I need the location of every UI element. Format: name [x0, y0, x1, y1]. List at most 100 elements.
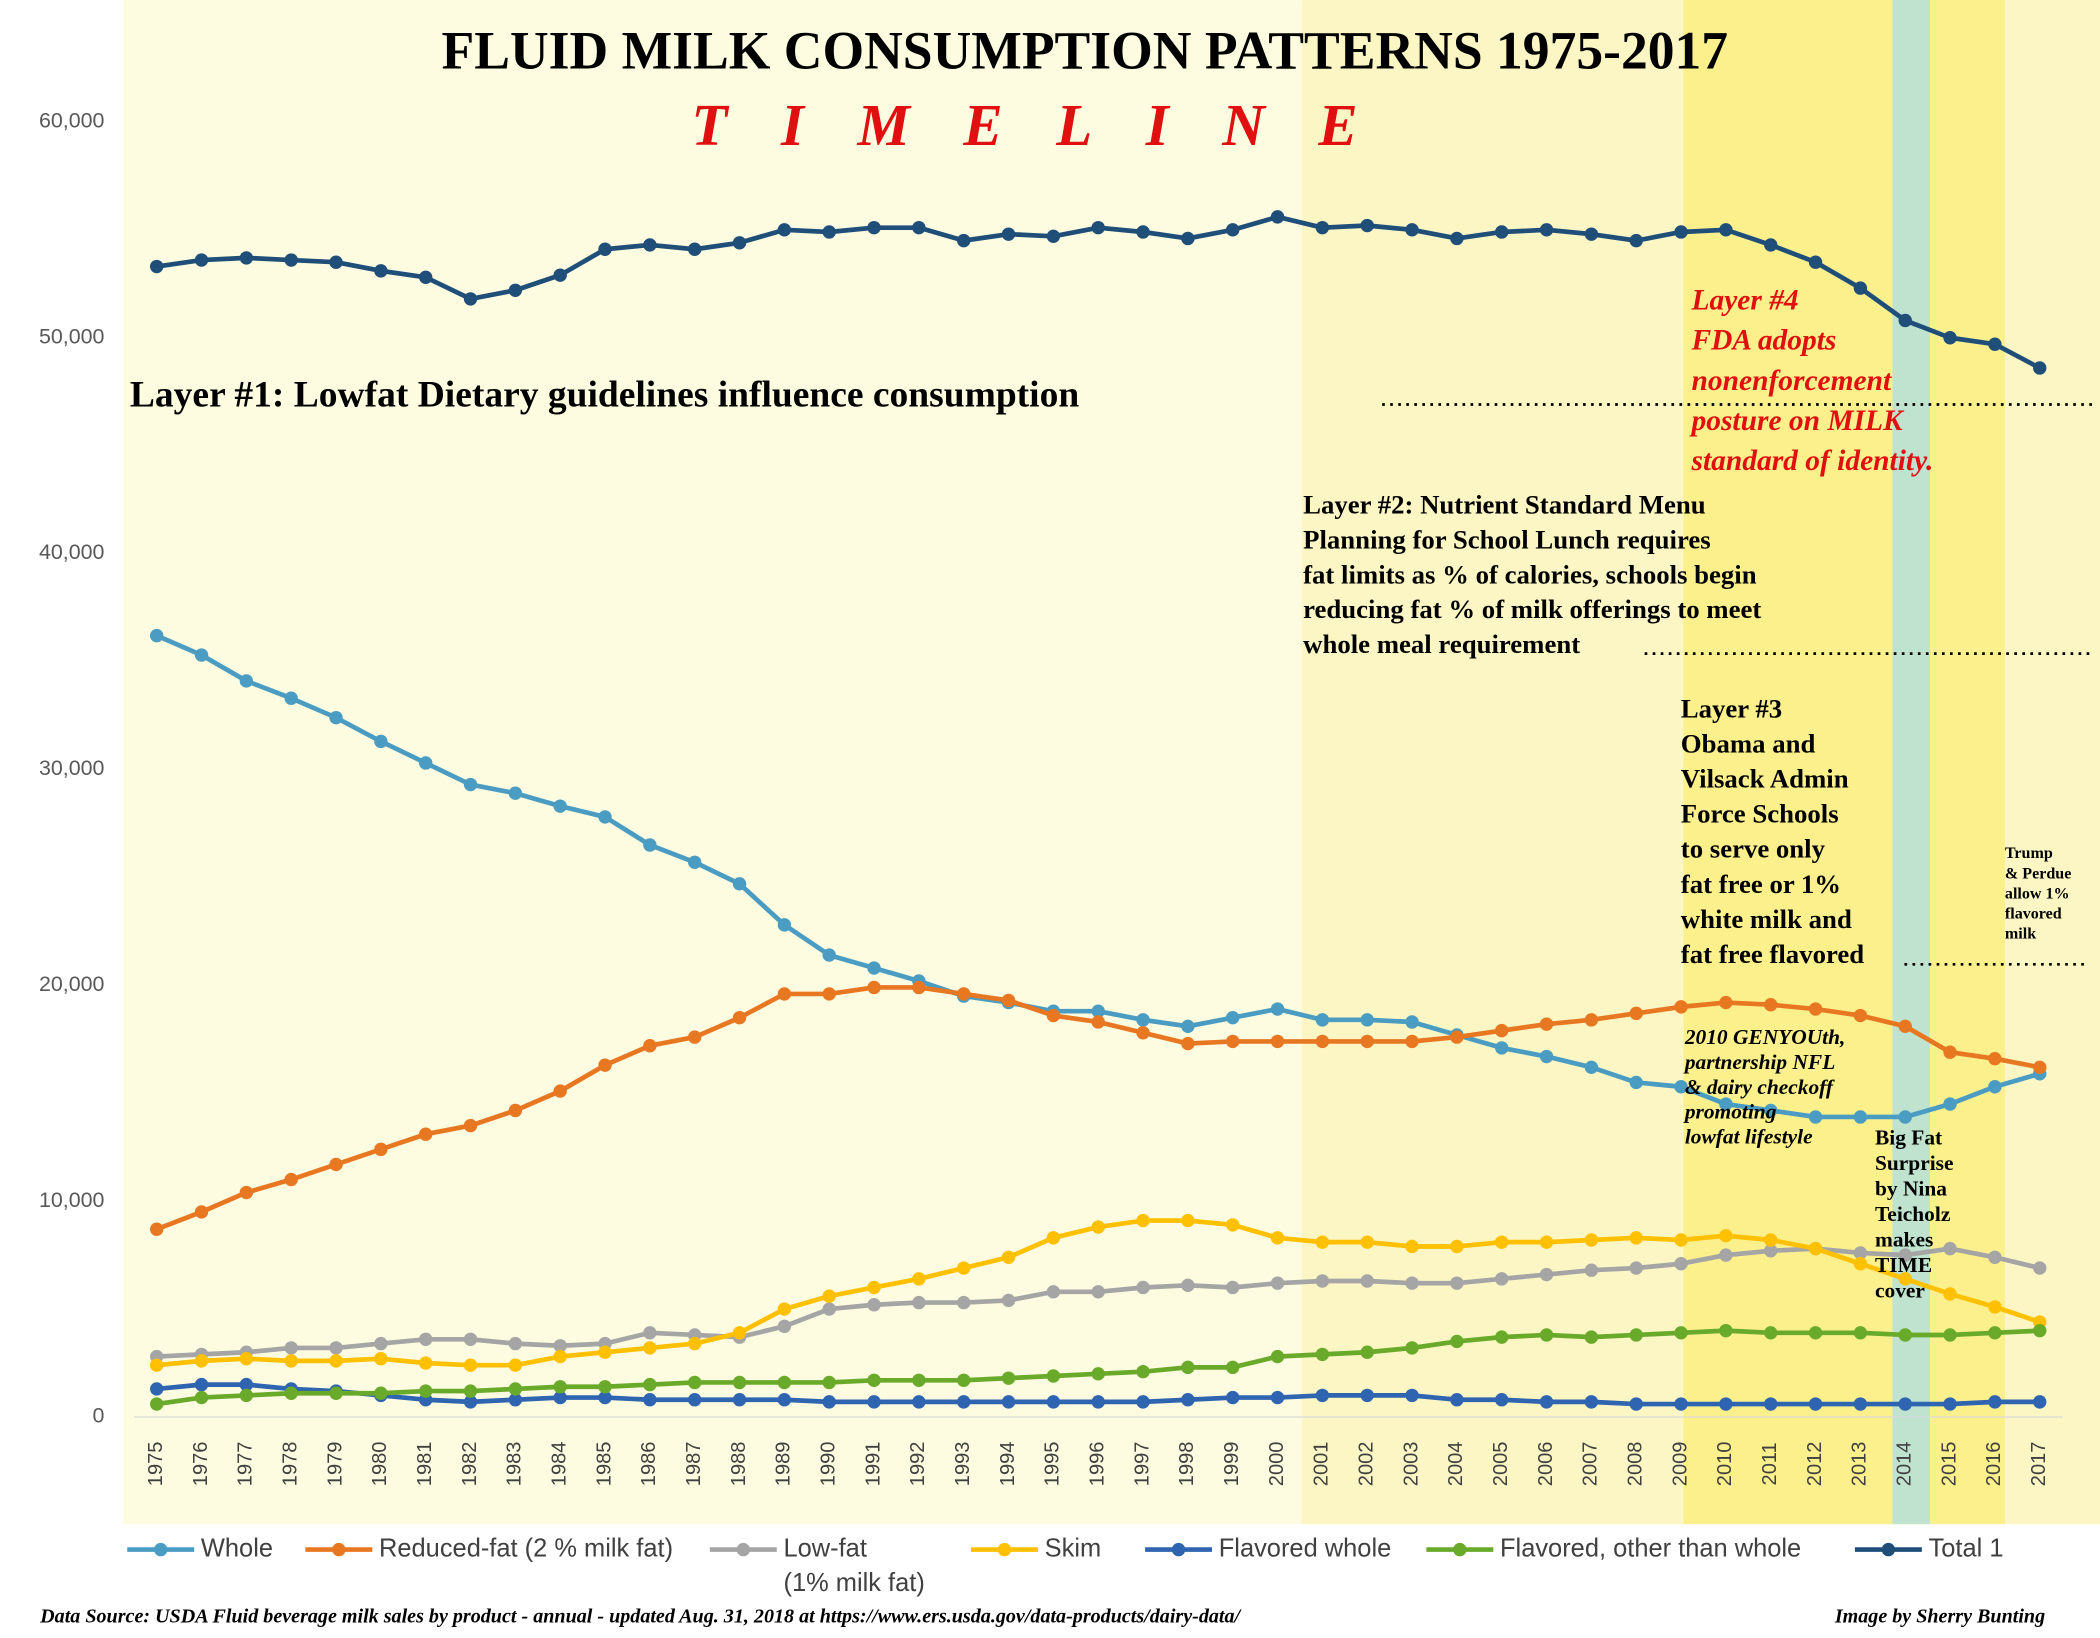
point	[1315, 1347, 1330, 1362]
annotation: Layer #4	[1691, 284, 1799, 316]
annotation: promoting	[1683, 1100, 1777, 1124]
legend-label: Total 1	[1929, 1534, 2004, 1562]
point	[1315, 1013, 1330, 1027]
point	[1988, 337, 2002, 351]
x-tick-label: 1977	[235, 1442, 257, 1487]
point	[912, 1295, 926, 1310]
annotation: white milk and	[1681, 904, 1852, 934]
point	[1539, 223, 1554, 237]
point	[1988, 1326, 2002, 1340]
annotation: Planning for School Lunch requires	[1303, 525, 1711, 555]
point	[1674, 1000, 1688, 1014]
point	[688, 1375, 702, 1390]
point	[150, 1382, 164, 1396]
point	[1719, 1397, 1733, 1411]
point	[1764, 1233, 1778, 1247]
point	[419, 1356, 433, 1370]
point	[1495, 1235, 1509, 1249]
point	[374, 1142, 388, 1157]
point	[598, 1345, 612, 1359]
point	[1181, 1393, 1195, 1407]
annotation: & dairy checkoff	[1685, 1075, 1835, 1099]
point	[1629, 1261, 1643, 1275]
point	[194, 1377, 209, 1392]
point	[463, 1395, 478, 1409]
point	[239, 674, 254, 688]
point	[1450, 1030, 1464, 1044]
x-tick-label: 1997	[1131, 1442, 1153, 1487]
point	[1764, 1103, 1778, 1118]
point	[912, 1373, 926, 1387]
point	[1674, 1080, 1688, 1094]
x-tick-label: 2011	[1759, 1442, 1781, 1485]
x-tick-label: 1976	[190, 1442, 212, 1487]
x-tick-label: 2012	[1804, 1442, 1826, 1487]
point	[912, 980, 926, 995]
x-tick-label: 1982	[459, 1442, 481, 1487]
point	[867, 1395, 881, 1409]
point	[239, 1377, 254, 1392]
point	[1405, 1015, 1419, 1029]
point	[1270, 1002, 1285, 1016]
point	[194, 1354, 209, 1368]
point	[688, 1030, 702, 1044]
point	[1539, 1395, 1554, 1409]
point	[1943, 1241, 1957, 1256]
annotation: posture on MILK	[1689, 405, 1905, 437]
annotation: Surprise	[1875, 1151, 1953, 1175]
point	[1674, 1257, 1688, 1271]
annotation: reducing fat % of milk offerings to meet	[1303, 594, 1761, 624]
point	[1315, 220, 1330, 235]
y-tick-label: 0	[93, 1404, 105, 1428]
annotation: allow 1%	[2005, 885, 2070, 902]
point	[1136, 1280, 1150, 1295]
point	[1808, 1002, 1823, 1016]
x-tick-label: 1990	[818, 1442, 840, 1487]
point	[777, 1319, 792, 1334]
point	[239, 1388, 254, 1403]
point	[1808, 1241, 1823, 1256]
point	[508, 1358, 523, 1372]
point	[777, 1375, 792, 1390]
point	[2033, 1395, 2047, 1409]
point	[1450, 1393, 1464, 1407]
point	[1091, 1004, 1105, 1018]
point	[1853, 1257, 1868, 1271]
point	[1808, 1397, 1823, 1411]
x-tick-label: 1999	[1221, 1442, 1243, 1487]
point	[777, 1302, 792, 1316]
point	[1181, 1036, 1195, 1051]
point	[1764, 238, 1778, 252]
point	[1943, 331, 1957, 345]
legend-label: Skim	[1045, 1534, 1102, 1562]
point	[1001, 1395, 1016, 1409]
point	[1136, 1213, 1150, 1228]
point	[957, 1395, 971, 1409]
point	[688, 242, 702, 256]
point	[1629, 1231, 1643, 1245]
annotation: FDA adopts	[1691, 325, 1837, 357]
point	[1943, 1287, 1957, 1301]
x-tick-label: 1985	[593, 1442, 615, 1487]
point	[1046, 1285, 1061, 1299]
legend-swatch	[154, 1542, 168, 1557]
point	[463, 1118, 478, 1133]
point	[374, 264, 388, 278]
point	[688, 855, 702, 869]
point	[1360, 1235, 1374, 1249]
point	[1853, 1397, 1868, 1411]
point	[2033, 1261, 2047, 1275]
point	[598, 242, 612, 256]
point	[1450, 1334, 1464, 1349]
point	[1853, 1246, 1868, 1260]
point	[1001, 993, 1016, 1008]
point	[2033, 361, 2047, 375]
annotation: Trump	[2005, 845, 2053, 862]
point	[1629, 1006, 1643, 1021]
point	[867, 961, 881, 975]
annotation: Layer #3	[1681, 693, 1782, 723]
x-tick-label: 1984	[549, 1442, 571, 1487]
point	[2033, 1323, 2047, 1338]
point	[1270, 1349, 1285, 1364]
x-tick-label: 2017	[2028, 1442, 2050, 1487]
